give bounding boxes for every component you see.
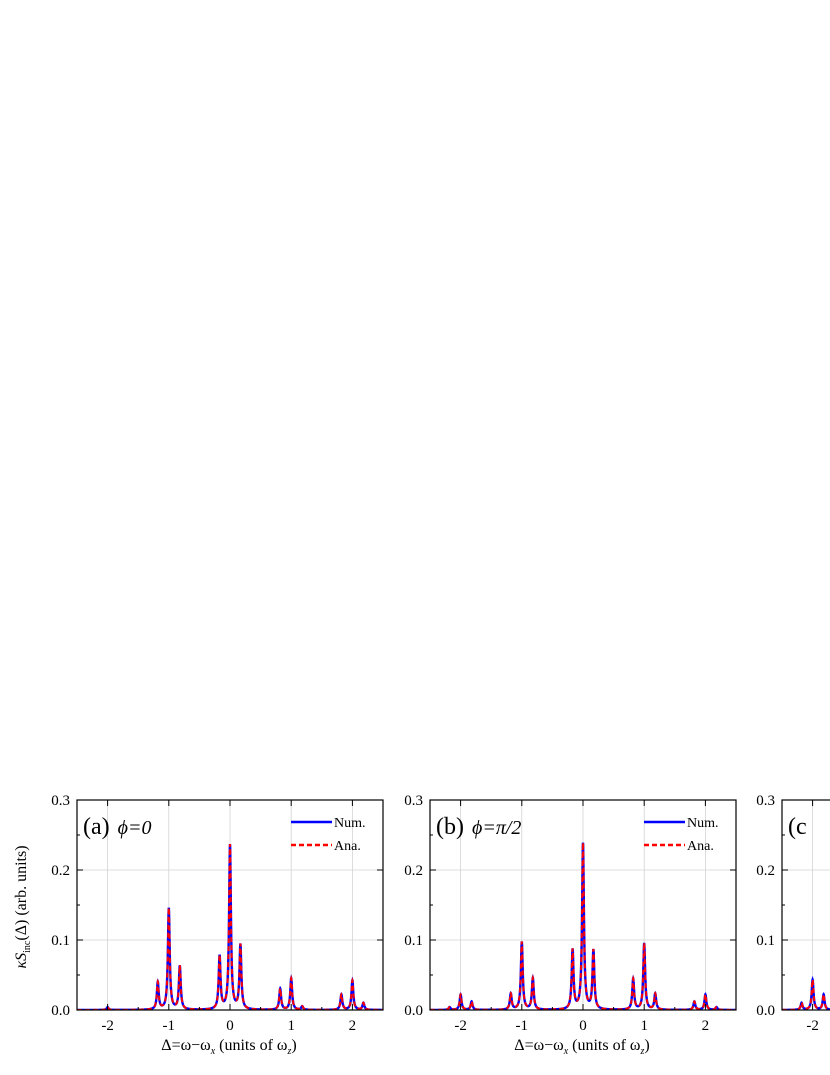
panel-a-xtick-label-3: 1 xyxy=(287,1018,295,1034)
panel-b-legend-num-label: Num. xyxy=(687,816,719,831)
panel-c-label: (c xyxy=(788,814,807,840)
panel-c-grid xyxy=(782,800,830,1010)
panel-a-legend-num-label: Num. xyxy=(334,816,366,831)
panel-c-ytick-label-2: 0.2 xyxy=(756,863,775,879)
panel-b-ytick-label-1: 0.1 xyxy=(404,933,423,949)
panel-b-ticks xyxy=(429,799,737,1011)
panel-a-legend-ana-label: Ana. xyxy=(334,839,361,854)
panel-a-series-ana xyxy=(77,844,383,1010)
panel-b-ytick-label-2: 0.2 xyxy=(404,863,423,879)
panel-b-xtick-label-1: -1 xyxy=(516,1018,529,1034)
panel-b-ytick-label-3: 0.3 xyxy=(404,793,423,809)
panel-a-ytick-label-1: 0.1 xyxy=(51,933,70,949)
panel-a-ytick-label-0: 0.0 xyxy=(51,1003,70,1019)
panel-a-label: (a) ϕ=0 xyxy=(83,814,152,840)
panel-b-grid xyxy=(430,800,736,1010)
panel-b-legend: Num. Ana. xyxy=(644,816,719,854)
panel-a-ytick-label-3: 0.3 xyxy=(51,793,70,809)
panel-b-xtick-label-4: 2 xyxy=(702,1018,710,1034)
panel-c-tick-labels: -2 0.0 0.1 0.2 0.3 xyxy=(756,793,819,1034)
panel-a-xtick-label-4: 2 xyxy=(349,1018,357,1034)
panel-c-ytick-label-0: 0.0 xyxy=(756,1003,775,1019)
y-axis-title: κSinc(Δ) (arb. units) xyxy=(13,845,33,968)
panel-a: -2 -1 0 1 2 0.0 0.1 0.2 0.3 (a) ϕ=0 Num. Ana. Δ=ω… xyxy=(51,793,384,1057)
panel-a-x-axis-title: Δ=ω−ωx (units of ωz) xyxy=(161,1037,296,1057)
panel-a-ytick-label-2: 0.2 xyxy=(51,863,70,879)
panel-c-ticks xyxy=(781,799,814,1011)
panel-b-legend-ana-label: Ana. xyxy=(687,839,714,854)
panel-b-xtick-label-2: 0 xyxy=(579,1018,587,1034)
panel-c: -2 0.0 0.1 0.2 0.3 (c xyxy=(756,793,830,1034)
panel-b-ytick-label-0: 0.0 xyxy=(404,1003,423,1019)
panel-a-xtick-label-2: 0 xyxy=(226,1018,234,1034)
panel-a-legend: Num. Ana. xyxy=(291,816,366,854)
panel-a-tick-labels: -2 -1 0 1 2 0.0 0.1 0.2 0.3 xyxy=(51,793,356,1034)
panel-b-tick-labels: -2 -1 0 1 2 0.0 0.1 0.2 0.3 xyxy=(404,793,709,1034)
panel-a-xtick-label-1: -1 xyxy=(163,1018,176,1034)
panel-c-ytick-label-3: 0.3 xyxy=(756,793,775,809)
panel-b-xtick-label-0: -2 xyxy=(454,1018,467,1034)
panel-c-xtick-label-0: -2 xyxy=(806,1018,819,1034)
panel-a-xtick-label-0: -2 xyxy=(101,1018,114,1034)
panel-b-label: (b) ϕ=π/2 xyxy=(436,814,521,840)
panel-a-ticks xyxy=(76,799,384,1011)
panel-c-ytick-label-1: 0.1 xyxy=(756,933,775,949)
panel-b-xtick-label-3: 1 xyxy=(640,1018,648,1034)
panel-b-x-axis-title: Δ=ω−ωx (units of ωz) xyxy=(514,1037,649,1057)
panel-c-curves xyxy=(782,975,830,1010)
panel-b: -2 -1 0 1 2 0.0 0.1 0.2 0.3 (b) ϕ=π/2 Num. Ana. Δ… xyxy=(404,793,737,1057)
